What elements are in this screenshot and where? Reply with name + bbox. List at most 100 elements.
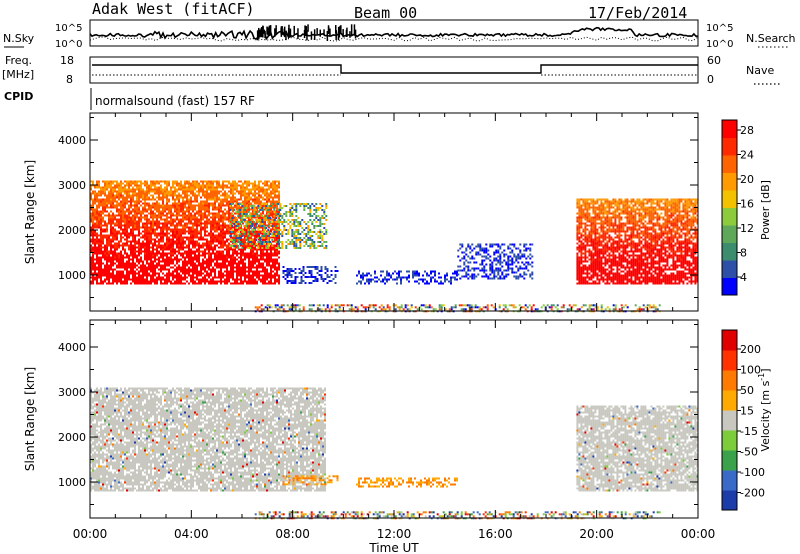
heatmap-cell [118,232,120,235]
heatmap-cell [230,196,232,199]
heatmap-cell [465,249,468,252]
heatmap-cell [257,205,260,207]
heatmap-cell [112,212,114,215]
heatmap-cell [142,246,144,249]
heatmap-cell [110,282,112,285]
heatmap-cell [270,264,272,267]
heatmap-cell [200,266,202,269]
heatmap-cell [295,203,298,205]
heatmap-cell [164,226,166,229]
heatmap-cell [132,190,134,193]
heatmap-cell [242,192,244,195]
heatmap-cell [174,194,176,197]
heatmap-cell [136,180,138,183]
heatmap-cell [212,186,214,189]
heatmap-cell [274,262,276,265]
heatmap-cell [362,274,364,277]
heatmap-cell [271,233,274,235]
heatmap-cell [212,258,214,261]
heatmap-cell [94,272,96,275]
heatmap-cell [384,282,386,285]
heatmap-cell [290,274,293,276]
heatmap-cell [92,276,94,279]
heatmap-cell [188,182,190,185]
heatmap-cell [164,180,166,183]
heatmap-cell [250,266,252,269]
heatmap-cell [200,280,202,283]
heatmap-cell [128,184,130,187]
heatmap-cell [174,202,176,205]
heatmap-cell [98,264,100,267]
heatmap-cell [246,228,248,231]
heatmap-cell [100,234,102,237]
heatmap-cell [106,282,108,285]
heatmap-cell [230,188,232,191]
heatmap-cell [204,210,206,213]
heatmap-cell [196,182,198,185]
heatmap-cell [194,228,196,231]
heatmap-cell [212,212,214,215]
heatmap-cell [110,216,112,219]
heatmap-cell [220,278,222,281]
heatmap-cell [206,194,208,197]
heatmap-cell [252,192,254,195]
heatmap-cell [230,226,232,229]
heatmap-cell [228,226,230,229]
heatmap-cell [299,241,302,243]
heatmap-cell [130,184,132,187]
heatmap-cell [235,233,238,235]
heatmap-cell [240,184,242,187]
heatmap-cell [218,256,220,259]
heatmap-cell [266,256,268,259]
heatmap-cell [236,206,238,209]
freq-label-line1: Freq. [5,54,32,67]
heatmap-cell [116,246,118,249]
heatmap-cell [222,230,224,233]
heatmap-cell [190,198,192,201]
heatmap-cell [261,203,264,205]
heatmap-cell [250,278,252,281]
heatmap-cell [174,270,176,273]
heatmap-cell [174,204,176,207]
heatmap-cell [190,268,192,271]
heatmap-cell [118,208,120,211]
heatmap-cell [208,242,210,245]
heatmap-cell [244,198,246,201]
heatmap-cell [146,242,148,245]
heatmap-cell [266,274,268,277]
heatmap-cell [491,263,494,266]
heatmap-cell [176,202,178,205]
heatmap-cell [272,276,274,279]
heatmap-cell [154,220,156,223]
heatmap-cell [120,182,122,185]
heatmap-cell [100,186,102,189]
heatmap-cell [214,192,216,195]
heatmap-cell [216,228,218,231]
heatmap-cell [263,229,266,231]
heatmap-cell [198,252,200,255]
heatmap-cell [208,232,210,235]
heatmap-cell [146,194,148,197]
heatmap-cell [295,207,298,209]
heatmap-cell [116,254,118,257]
heatmap-cell [162,238,164,241]
heatmap-cell [188,186,190,189]
heatmap-cell [124,192,126,195]
heatmap-cell [176,208,178,211]
heatmap-cell [283,221,286,223]
heatmap-cell [384,276,386,279]
heatmap-cell [276,194,278,197]
heatmap-cell [130,258,132,261]
heatmap-cell [220,230,222,233]
heatmap-cell [140,196,142,199]
heatmap-cell [248,196,250,199]
heatmap-cell [234,188,236,191]
heatmap-cell [334,270,337,272]
heatmap-cell [390,274,392,277]
heatmap-cell [180,274,182,277]
heatmap-cell [262,204,264,207]
heatmap-cell [254,224,256,227]
heatmap-cell [208,202,210,205]
heatmap-cell [255,223,258,225]
heatmap-cell [142,282,144,285]
